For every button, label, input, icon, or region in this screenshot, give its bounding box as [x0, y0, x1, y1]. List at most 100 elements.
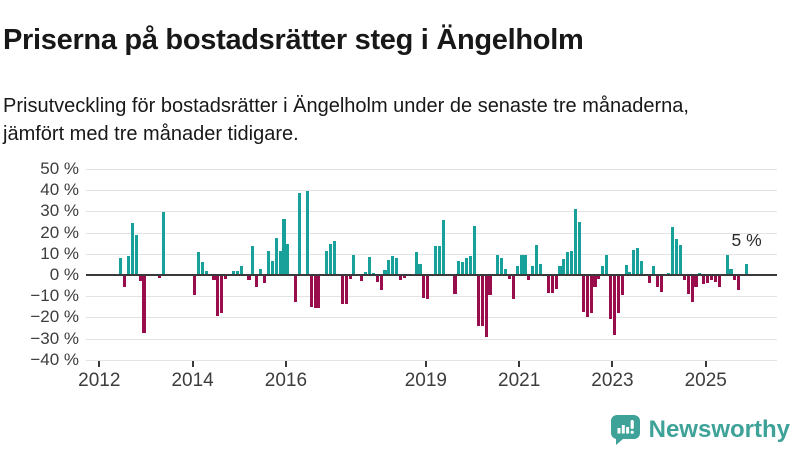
positive-bar [130, 223, 134, 275]
y-axis-label: −10 % [30, 286, 79, 306]
positive-bar [278, 250, 282, 275]
negative-bar [142, 274, 146, 334]
positive-bar [601, 266, 605, 275]
negative-bar [453, 274, 457, 294]
positive-bar [305, 191, 309, 275]
positive-bar [628, 271, 632, 275]
positive-bar [472, 226, 476, 275]
y-axis-label: −30 % [30, 328, 79, 348]
negative-bar [426, 274, 430, 300]
x-tick [611, 361, 614, 367]
positive-bar [535, 245, 539, 275]
negative-bar [476, 274, 480, 326]
positive-bar [469, 255, 473, 275]
positive-bar [364, 271, 368, 275]
positive-bar [632, 249, 636, 275]
negative-bar [348, 274, 352, 280]
positive-bar [395, 257, 399, 275]
positive-bar [367, 256, 372, 275]
negative-bar [655, 274, 659, 287]
positive-bar [675, 238, 679, 275]
brand-name: Newsworthy [648, 415, 790, 443]
x-axis-label: 2016 [264, 370, 308, 391]
positive-bar [325, 250, 329, 275]
zero-axis-line [86, 273, 777, 276]
positive-bar [461, 262, 465, 275]
y-axis-label: −40 % [30, 349, 79, 369]
negative-bar [402, 274, 407, 279]
negative-bar [480, 274, 484, 326]
positive-bar [678, 245, 683, 275]
y-gridline [86, 296, 777, 298]
negative-bar [138, 274, 142, 282]
negative-bar [581, 274, 585, 313]
x-axis-label: 2014 [171, 370, 214, 391]
positive-bar [387, 260, 391, 275]
positive-bar [418, 264, 422, 275]
positive-bar [126, 255, 130, 275]
last-value-annotation: 5 % [731, 230, 762, 250]
positive-bar [204, 270, 208, 275]
negative-bar [713, 274, 718, 283]
positive-bar [577, 221, 581, 275]
negative-bar [294, 274, 298, 303]
negative-bar [710, 274, 714, 281]
negative-bar [375, 274, 379, 283]
positive-bar [235, 270, 239, 275]
negative-bar [399, 274, 403, 281]
negative-bar [686, 274, 690, 294]
x-axis-label: 2021 [498, 370, 541, 391]
x-tick [424, 361, 427, 367]
positive-bar [562, 259, 566, 275]
negative-bar [123, 274, 127, 287]
positive-bar [161, 212, 165, 275]
negative-bar [220, 274, 224, 314]
positive-bar [371, 272, 375, 275]
negative-bar [593, 274, 597, 287]
negative-bar [585, 274, 589, 318]
negative-bar [597, 274, 601, 280]
negative-bar [694, 274, 698, 287]
positive-bar [519, 254, 523, 275]
negative-bar [262, 274, 267, 284]
x-tick [518, 361, 521, 367]
positive-bar [605, 254, 609, 275]
y-gridline [86, 169, 777, 170]
positive-bar [251, 246, 255, 275]
positive-bar [667, 272, 671, 275]
x-tick [704, 361, 707, 367]
x-tick [284, 361, 287, 367]
negative-bar [616, 274, 620, 314]
negative-bar [158, 274, 162, 279]
positive-bar [441, 219, 445, 275]
newsworthy-logo-icon [610, 414, 641, 445]
positive-bar [515, 266, 519, 275]
negative-bar [309, 274, 313, 307]
positive-bar [329, 244, 333, 275]
positive-bar [239, 266, 243, 275]
y-gridline [86, 253, 777, 255]
negative-bar [511, 274, 515, 300]
negative-bar [527, 274, 531, 281]
positive-bar [538, 264, 543, 275]
x-tick [98, 361, 101, 367]
y-gridline [86, 211, 777, 213]
positive-bar [286, 244, 290, 275]
y-axis-label: 0 % [49, 264, 79, 284]
y-axis-label: −20 % [30, 307, 79, 327]
negative-bar [488, 274, 492, 296]
positive-bar [531, 266, 535, 275]
positive-bar [437, 246, 441, 275]
positive-bar [651, 266, 655, 275]
chart-subtitle: Prisutveckling för bostadsrätter i Ängel… [3, 95, 689, 145]
positive-bar [391, 255, 395, 275]
positive-bar [698, 272, 702, 275]
positive-bar [414, 251, 418, 275]
positive-bar [725, 254, 729, 275]
negative-bar [313, 274, 317, 308]
negative-bar [216, 274, 220, 317]
y-gridline [86, 190, 777, 192]
negative-bar [612, 274, 616, 336]
page-title: Priserna på bostadsrätter steg i Ängelho… [3, 24, 584, 57]
